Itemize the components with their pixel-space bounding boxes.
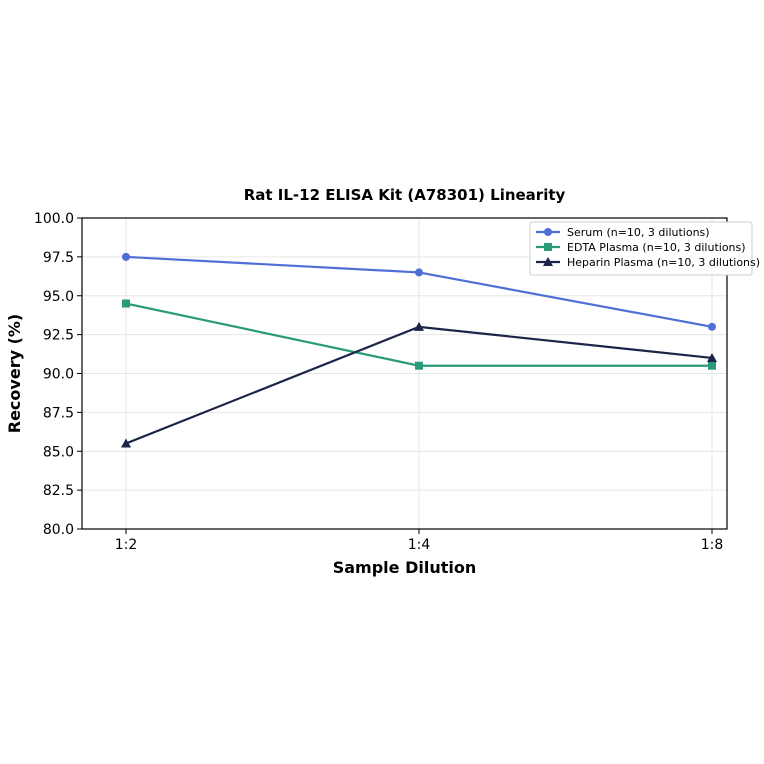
legend-item: Serum (n=10, 3 dilutions) [536,226,710,239]
data-point [415,361,423,370]
series-0 [122,252,716,331]
y-tick-label: 92.5 [43,328,74,344]
data-point [121,438,131,448]
y-tick-label: 90.0 [43,367,74,383]
data-point [544,243,552,251]
data-point [708,322,716,331]
x-tick-label: 1:8 [701,537,724,553]
data-point [707,352,717,362]
series-layer [121,252,717,448]
y-tick-label: 95.0 [43,289,74,305]
y-tick-label: 82.5 [43,483,74,499]
legend-item: EDTA Plasma (n=10, 3 dilutions) [536,241,746,254]
y-tick-label: 87.5 [43,405,74,421]
data-point [122,252,130,261]
y-tick-label: 85.0 [43,444,74,460]
legend-label: Heparin Plasma (n=10, 3 dilutions) [567,256,760,269]
data-point [414,321,424,331]
y-axis-label: Recovery (%) [5,314,24,433]
series-1 [122,299,716,370]
x-axis-label: Sample Dilution [333,558,477,577]
data-point [708,361,716,370]
x-tick-label: 1:4 [408,537,431,553]
y-tick-label: 80.0 [43,522,74,538]
data-point [543,257,553,266]
legend-label: EDTA Plasma (n=10, 3 dilutions) [567,241,746,254]
legend-item: Heparin Plasma (n=10, 3 dilutions) [536,256,760,269]
series-2 [121,321,717,448]
axis-ticks: 80.0 82.5 85.0 87.5 90.0 92.5 95.0 97.5 100.0 1:2… [34,211,723,553]
data-point [415,268,423,277]
data-point [122,299,130,308]
data-point [544,228,552,236]
legend-box [529,221,753,276]
chart-title: Rat IL-12 ELISA Kit (A78301) Linearity [244,186,566,204]
y-tick-label: 97.5 [43,250,74,266]
legend-label: Serum (n=10, 3 dilutions) [567,226,710,239]
y-tick-label: 100.0 [34,211,74,227]
x-tick-label: 1:2 [115,537,138,553]
legend: Serum (n=10, 3 dilutions) EDTA Plasma (n=… [529,221,760,276]
